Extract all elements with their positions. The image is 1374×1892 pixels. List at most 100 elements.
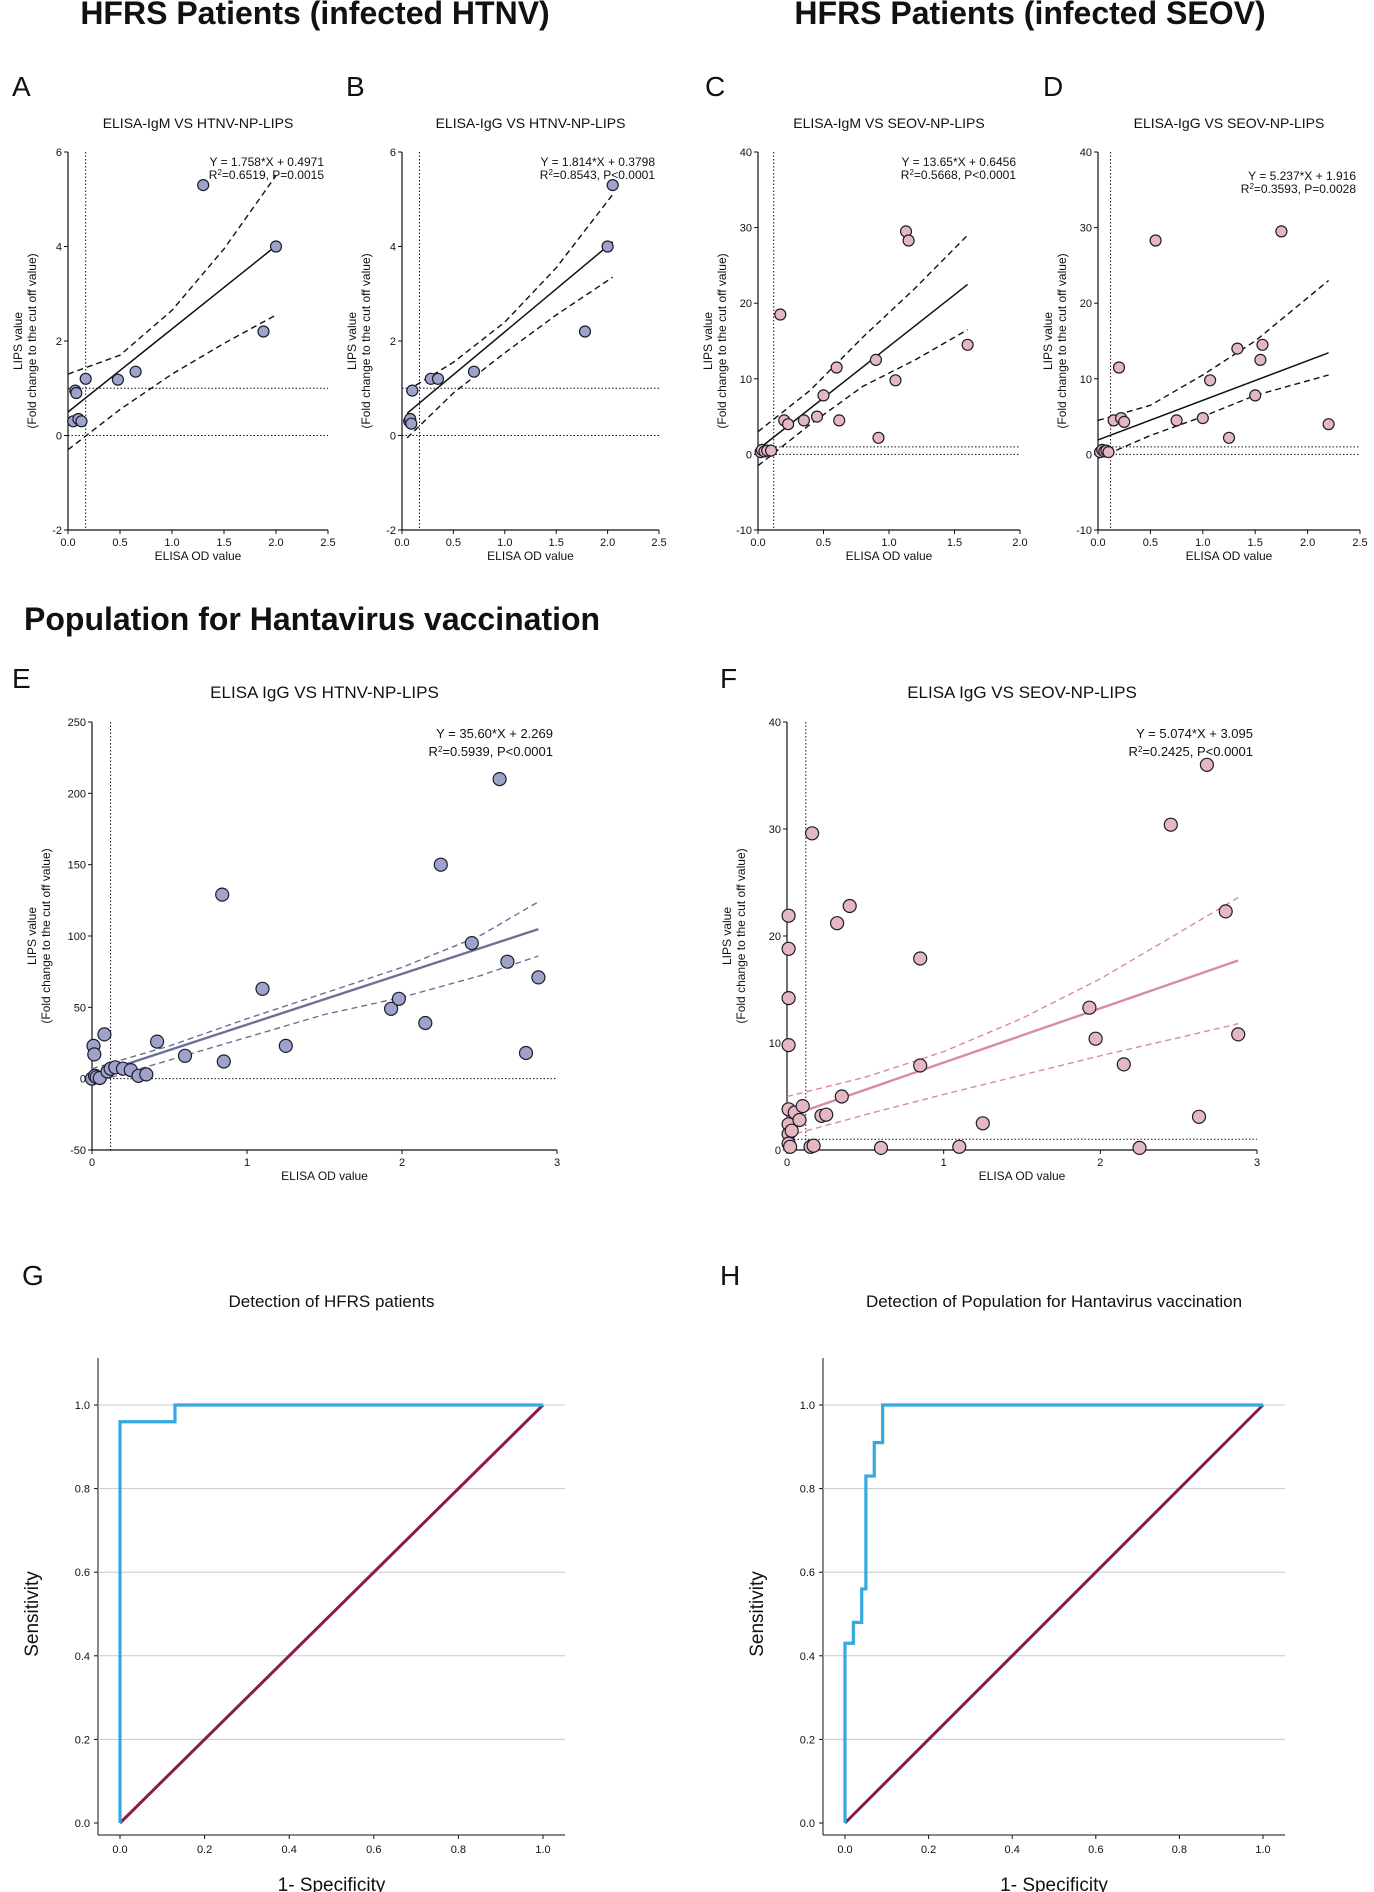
y-tick-label: 6 — [390, 147, 396, 159]
x-tick-label: 2.0 — [1012, 537, 1027, 549]
panel-label: A — [12, 71, 31, 102]
x-tick-label: 0.5 — [816, 537, 831, 549]
y-tick-label: 40 — [769, 717, 781, 729]
ci-upper-band — [91, 901, 539, 1070]
ci-upper-band — [757, 234, 969, 433]
x-tick-label: 0.5 — [446, 537, 461, 549]
chart-d: D ELISA-IgG VS SEOV-NP-LIPS -10 0 10 20 30 40 0.… — [1041, 71, 1368, 563]
data-point — [869, 353, 883, 366]
x-tick-label: 0.0 — [60, 537, 75, 549]
panel-label: C — [705, 71, 725, 102]
y-tick-label: 0 — [775, 1145, 781, 1157]
y-tick-label: 0 — [1086, 449, 1092, 461]
data-point — [531, 970, 546, 985]
y-tick-label: 250 — [68, 717, 86, 729]
ci-lower-band — [406, 276, 614, 439]
x-tick-label: 1 — [244, 1157, 250, 1169]
x-tick-label: 2.0 — [1300, 537, 1315, 549]
data-point — [961, 338, 974, 351]
y-tick-label: 0.6 — [75, 1567, 90, 1579]
data-point — [406, 384, 419, 397]
data-point — [833, 414, 846, 427]
y-axis-label: LIPS value — [701, 312, 715, 370]
y-axis-sublabel: (Fold change to the cut off value) — [715, 253, 729, 428]
x-tick-label: 0.8 — [451, 1844, 466, 1856]
data-point — [764, 444, 778, 457]
data-point — [1102, 446, 1115, 459]
data-point — [518, 1045, 534, 1061]
y-tick-label: 0.0 — [75, 1818, 90, 1830]
roc-curve — [843, 1403, 1263, 1823]
y-axis-sublabel: (Fold change to the cut off value) — [359, 253, 373, 428]
chart-a: A ELISA-IgM VS HTNV-NP-LIPS -2 0 2 4 6 0.0 0.5 1.… — [11, 71, 336, 563]
reference-line — [118, 1403, 545, 1825]
data-point — [433, 857, 448, 872]
data-point — [278, 1038, 293, 1054]
x-tick-label: 1.0 — [497, 537, 512, 549]
data-point — [216, 1054, 231, 1069]
data-point — [806, 1138, 821, 1153]
data-point — [75, 415, 88, 428]
data-point — [606, 179, 619, 192]
data-point — [1199, 757, 1215, 772]
x-tick-label: 0 — [89, 1157, 95, 1169]
x-tick-label: 1.0 — [535, 1844, 550, 1856]
data-point — [1322, 418, 1335, 431]
data-point — [500, 954, 515, 969]
data-point — [257, 325, 270, 338]
regression-line — [91, 928, 539, 1077]
x-tick-label: 3 — [1254, 1157, 1260, 1169]
x-tick-label: 0.5 — [112, 537, 127, 549]
data-point — [464, 935, 479, 951]
x-tick-label: 1.0 — [1195, 537, 1210, 549]
y-tick-label: 30 — [740, 223, 752, 235]
x-tick-label: 2.5 — [651, 537, 666, 549]
x-tick-label: 0.5 — [1143, 537, 1158, 549]
data-point — [111, 373, 125, 386]
chart-title: ELISA-IgM VS HTNV-NP-LIPS — [103, 115, 294, 131]
y-tick-label: 10 — [769, 1038, 781, 1050]
x-tick-label: 0.2 — [197, 1844, 212, 1856]
data-point — [1112, 361, 1126, 374]
reference-line — [843, 1403, 1265, 1825]
y-tick-label: 50 — [74, 1002, 86, 1014]
data-point — [872, 431, 885, 444]
x-tick-label: 2.5 — [1352, 537, 1367, 549]
y-axis-sublabel: (Fold change to the cut off value) — [39, 848, 53, 1023]
x-tick-label: 2 — [1097, 1157, 1103, 1169]
y-tick-label: 6 — [56, 147, 62, 159]
x-tick-label: 0.0 — [394, 537, 409, 549]
data-point — [97, 1027, 112, 1042]
x-tick-label: 0.0 — [837, 1844, 852, 1856]
data-point — [1249, 389, 1262, 402]
data-point — [781, 418, 795, 431]
data-point — [834, 1089, 849, 1104]
y-tick-label: 0 — [390, 431, 396, 443]
data-point — [492, 771, 507, 787]
ci-lower-band — [67, 314, 277, 451]
data-point — [578, 325, 592, 338]
data-point — [418, 1015, 433, 1031]
y-tick-label: 0.6 — [800, 1567, 815, 1579]
data-point — [781, 990, 796, 1006]
regression-equation: Y = 5.237*X + 1.916 — [1248, 169, 1356, 183]
chart-f: F ELISA IgG VS SEOV-NP-LIPS 0 10 20 30 40 0 1 2 3 Y… — [720, 663, 1260, 1183]
y-tick-label: -2 — [52, 525, 62, 537]
ci-lower-band — [1097, 374, 1329, 459]
y-tick-label: 1.0 — [800, 1400, 815, 1412]
y-tick-label: 30 — [769, 824, 781, 836]
x-tick-label: 0.0 — [750, 537, 765, 549]
data-point — [255, 981, 270, 996]
data-point — [79, 372, 92, 385]
regression-line — [67, 245, 277, 413]
y-tick-label: 2 — [390, 336, 396, 348]
chart-title: ELISA-IgG VS HTNV-NP-LIPS — [436, 115, 626, 131]
data-point — [819, 1107, 834, 1122]
roc-curve — [118, 1403, 543, 1823]
y-axis-sublabel: (Fold change to the cut off value) — [734, 848, 748, 1023]
data-point — [902, 234, 915, 247]
data-point — [405, 417, 418, 430]
y-tick-label: 20 — [740, 298, 752, 310]
y-tick-label: 150 — [68, 860, 86, 872]
regression-stats: R2=0.3593, P=0.0028 — [1241, 182, 1357, 196]
